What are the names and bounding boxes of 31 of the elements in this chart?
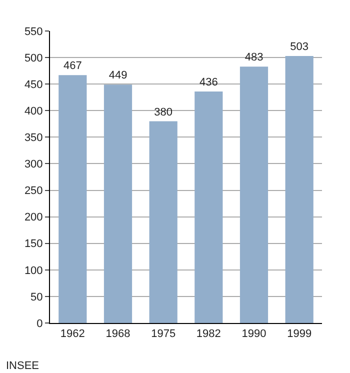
- y-tick-label: 50: [30, 291, 43, 304]
- x-tick-label: 1990: [242, 328, 266, 340]
- bar: [149, 121, 178, 323]
- y-tick-label: 100: [24, 264, 43, 277]
- data-label: 467: [63, 60, 82, 72]
- bar: [285, 56, 314, 323]
- bar: [240, 66, 268, 323]
- x-tick-label: 1975: [151, 328, 176, 340]
- y-tick-label: 500: [24, 52, 43, 64]
- x-tick-label: 1968: [106, 328, 130, 340]
- y-tick-label: 350: [24, 132, 43, 144]
- y-tick-label: 300: [24, 158, 43, 171]
- data-label: 449: [108, 70, 128, 82]
- y-tick-label: 200: [24, 212, 43, 224]
- y-tick-label: 0: [36, 318, 43, 330]
- x-tick-label: 1982: [196, 328, 221, 340]
- x-tick-label: 1962: [60, 328, 85, 340]
- y-tick-label: 450: [24, 78, 43, 91]
- data-label: 503: [290, 40, 309, 53]
- y-tick-label: 550: [24, 26, 43, 38]
- data-label: 436: [199, 76, 218, 89]
- bar: [58, 75, 87, 323]
- data-label: 380: [154, 106, 173, 118]
- text: INSEE: [6, 360, 40, 372]
- x-tick-label: 1999: [287, 328, 312, 340]
- bar: [194, 92, 223, 323]
- y-tick-label: 400: [24, 105, 43, 118]
- y-tick-label: 150: [24, 238, 43, 250]
- y-tick-label: 250: [24, 185, 43, 198]
- data-label: 483: [244, 52, 264, 64]
- bar: [104, 84, 132, 323]
